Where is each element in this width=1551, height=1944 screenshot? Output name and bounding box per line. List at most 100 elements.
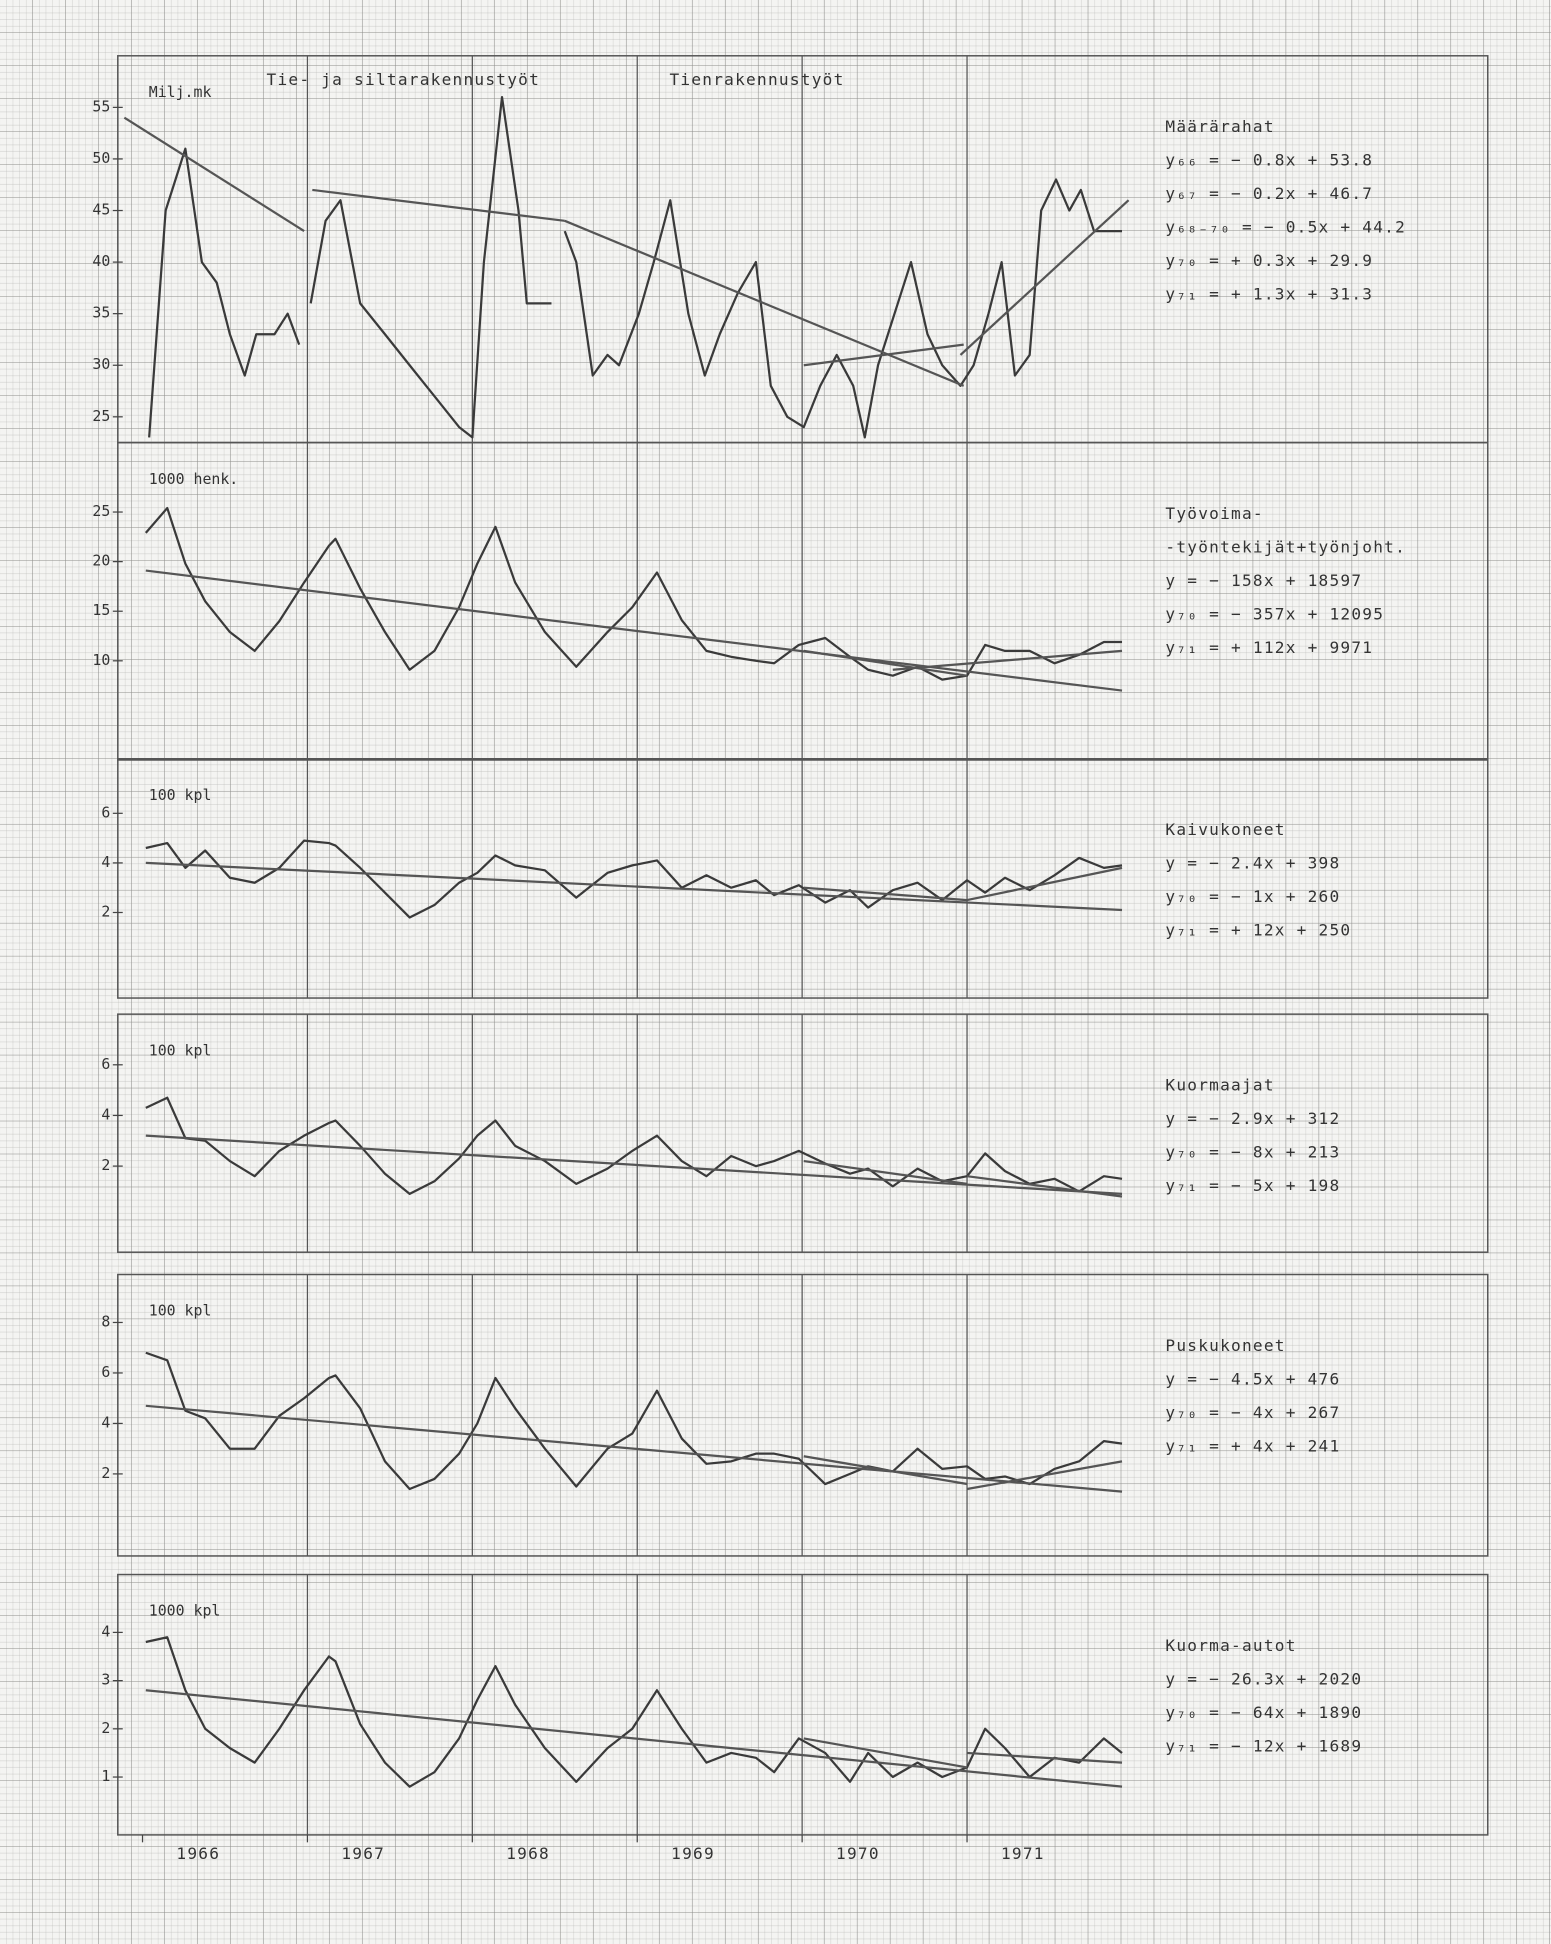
- annotation: Kuorma-autot: [1165, 1636, 1296, 1655]
- section-label: Tie- ja siltarakennustyöt: [267, 70, 540, 89]
- trend-line: [803, 886, 968, 902]
- annotation: Työvoima-: [1165, 504, 1263, 523]
- trend-line: [145, 861, 1123, 912]
- trend-line: [803, 649, 968, 677]
- y-tick-label: 40: [92, 252, 110, 270]
- annotation: y = − 2.4x + 398: [1165, 854, 1340, 873]
- y-tick-label: 6: [101, 803, 110, 821]
- x-tick-label: 1971: [1001, 1844, 1045, 1863]
- trend-line: [966, 866, 1123, 902]
- data-line: [145, 839, 1123, 919]
- y-tick-label: 6: [101, 1055, 110, 1073]
- y-tick-label: 30: [92, 355, 110, 373]
- trend-line: [966, 1751, 1123, 1764]
- trend-line: [803, 343, 964, 367]
- y-axis-unit: 100 kpl: [149, 1302, 212, 1320]
- x-tick-label: 1966: [176, 1844, 220, 1863]
- annotation: y = − 4.5x + 476: [1165, 1369, 1340, 1388]
- annotation: Määrärahat: [1165, 117, 1274, 136]
- y-tick-label: 3: [101, 1671, 110, 1689]
- x-tick-label: 1967: [341, 1844, 385, 1863]
- y-axis-unit: Milj.mk: [149, 83, 212, 101]
- panel-frame: [117, 758, 1489, 999]
- trend-line: [803, 1737, 968, 1769]
- y-tick-label: 2: [101, 902, 110, 920]
- trend-line: [145, 1404, 1123, 1493]
- annotation: y₇₁ = + 4x + 241: [1165, 1436, 1340, 1455]
- trend-line: [312, 188, 565, 222]
- y-tick-label: 6: [101, 1363, 110, 1381]
- annotation: y₇₀ = − 64x + 1890: [1165, 1703, 1362, 1722]
- y-tick-label: 55: [92, 97, 110, 115]
- y-tick-label: 4: [101, 1105, 110, 1123]
- panel-frame: [117, 441, 1489, 761]
- panel-frame: [117, 1573, 1489, 1836]
- panel-frame: [117, 1273, 1489, 1557]
- data-line: [145, 1096, 1123, 1196]
- annotation: y = − 26.3x + 2020: [1165, 1669, 1362, 1688]
- y-tick-label: 8: [101, 1312, 110, 1330]
- x-tick-label: 1970: [836, 1844, 880, 1863]
- y-tick-label: 2: [101, 1156, 110, 1174]
- annotation: Puskukoneet: [1165, 1336, 1285, 1355]
- trend-line: [145, 569, 1123, 692]
- y-tick-label: 50: [92, 149, 110, 167]
- y-tick-label: 4: [101, 1413, 110, 1431]
- panel-frame: [117, 1013, 1489, 1253]
- annotation: y₇₀ = − 357x + 12095: [1165, 604, 1384, 623]
- trend-line: [145, 1134, 1123, 1196]
- annotation: y₇₀ = − 8x + 213: [1165, 1143, 1340, 1162]
- annotation: y₆₆ = − 0.8x + 53.8: [1165, 151, 1373, 170]
- y-tick-label: 25: [92, 502, 110, 520]
- annotation: y₆₈₋₇₀ = − 0.5x + 44.2: [1165, 218, 1406, 237]
- y-axis-unit: 100 kpl: [149, 1041, 212, 1059]
- x-tick-label: 1968: [506, 1844, 550, 1863]
- y-tick-label: 20: [92, 552, 110, 570]
- y-tick-label: 4: [101, 1622, 110, 1640]
- y-tick-label: 2: [101, 1464, 110, 1482]
- y-tick-label: 1: [101, 1767, 110, 1785]
- annotation: y₇₁ = + 12x + 250: [1165, 921, 1351, 940]
- y-tick-label: 25: [92, 407, 110, 425]
- trend-line: [145, 1689, 1123, 1788]
- trend-line: [892, 649, 1123, 671]
- annotation: y₇₁ = − 5x + 198: [1165, 1176, 1340, 1195]
- annotation: y = − 158x + 18597: [1165, 571, 1362, 590]
- trend-line: [966, 1460, 1123, 1491]
- trend-line: [123, 116, 305, 233]
- section-label: Tienrakennustyöt: [669, 70, 844, 89]
- annotation: Kaivukoneet: [1165, 820, 1285, 839]
- y-tick-label: 35: [92, 304, 110, 322]
- trend-line: [966, 1175, 1123, 1198]
- y-axis-unit: 1000 henk.: [149, 470, 238, 488]
- data-line: [148, 147, 301, 438]
- trend-line: [564, 219, 965, 387]
- annotation: -työntekijät+työnjoht.: [1165, 537, 1406, 556]
- x-tick-label: 1969: [671, 1844, 715, 1863]
- y-tick-label: 15: [92, 601, 110, 619]
- data-line: [563, 178, 1123, 439]
- y-axis-unit: 100 kpl: [149, 786, 212, 804]
- annotation: y₇₀ = + 0.3x + 29.9: [1165, 251, 1373, 270]
- y-tick-label: 4: [101, 853, 110, 871]
- trend-line: [959, 199, 1130, 356]
- annotation: y₇₁ = + 112x + 9971: [1165, 638, 1373, 657]
- y-tick-label: 45: [92, 201, 110, 219]
- y-tick-label: 2: [101, 1719, 110, 1737]
- annotation: Kuormaajat: [1165, 1076, 1274, 1095]
- data-line: [145, 1351, 1123, 1491]
- trend-line: [803, 1455, 968, 1486]
- annotation: y = − 2.9x + 312: [1165, 1109, 1340, 1128]
- annotation: y₆₇ = − 0.2x + 46.7: [1165, 184, 1373, 203]
- y-tick-label: 10: [92, 651, 110, 669]
- data-line: [309, 95, 552, 439]
- annotation: y₇₀ = − 1x + 260: [1165, 887, 1340, 906]
- trend-line: [803, 1159, 968, 1185]
- y-axis-unit: 1000 kpl: [149, 1602, 221, 1620]
- annotation: y₇₁ = − 12x + 1689: [1165, 1736, 1362, 1755]
- annotation: y₇₁ = + 1.3x + 31.3: [1165, 285, 1373, 304]
- annotation: y₇₀ = − 4x + 267: [1165, 1403, 1340, 1422]
